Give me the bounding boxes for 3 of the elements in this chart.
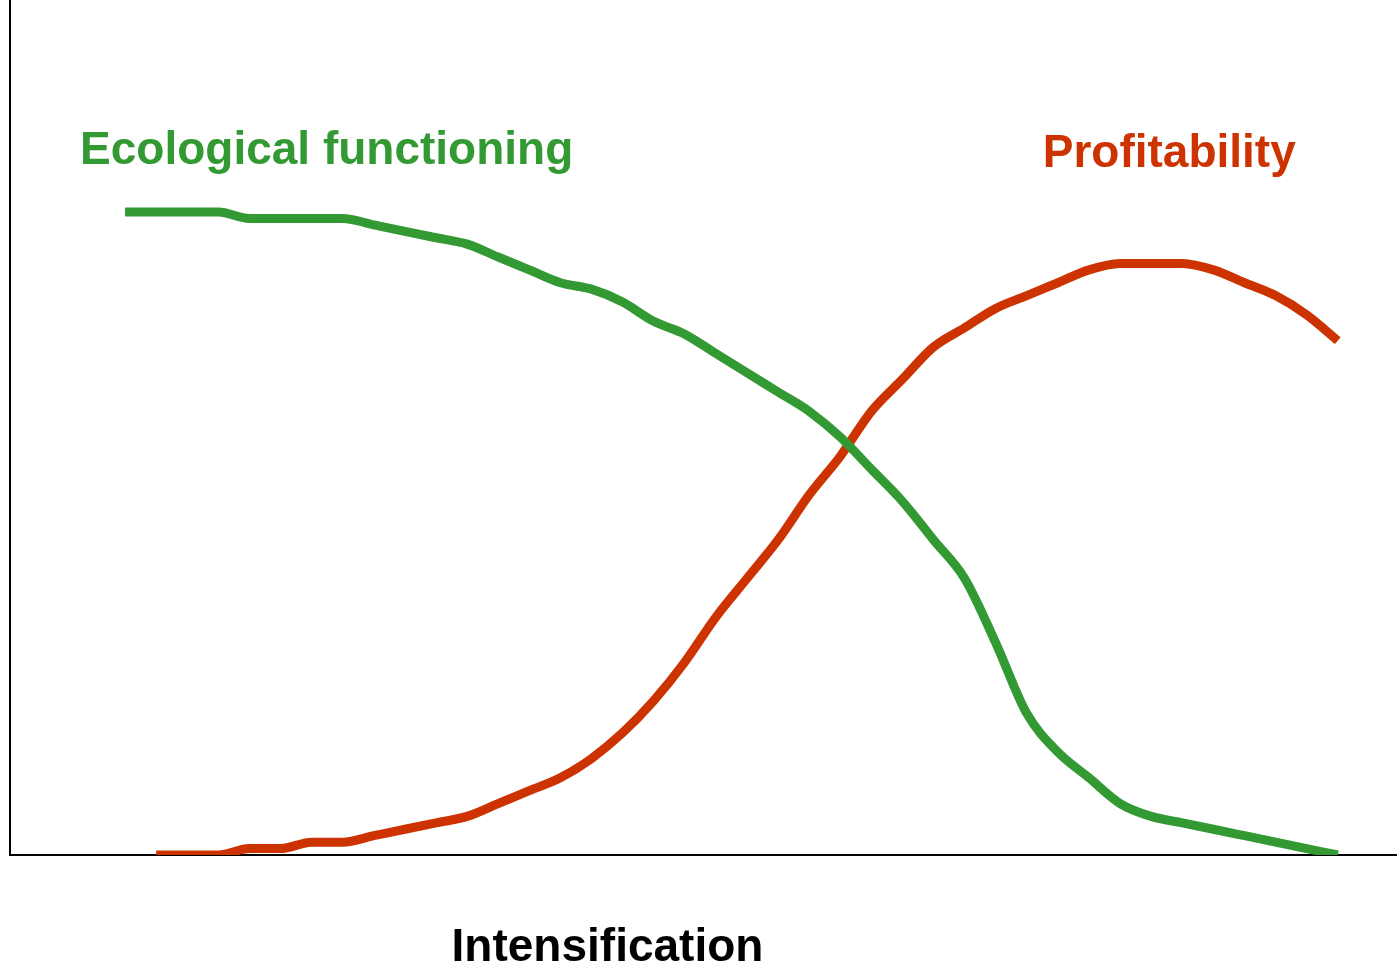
series-label: Ecological functioning (80, 122, 574, 174)
x-axis-title: Intensification (450, 918, 765, 972)
text: Profitability (1042, 125, 1297, 177)
